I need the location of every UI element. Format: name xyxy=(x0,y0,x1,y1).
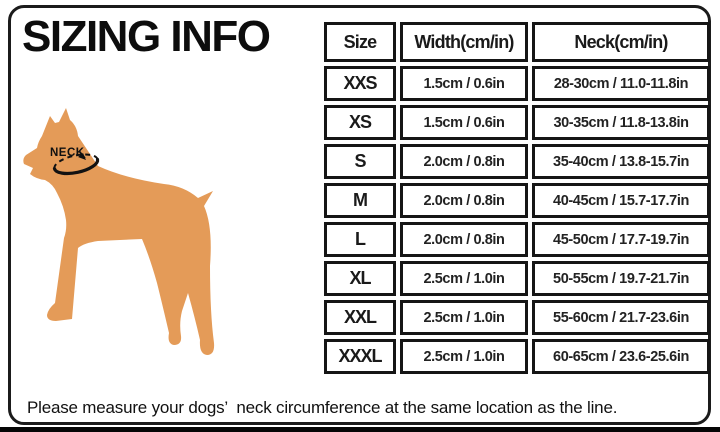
size-cell: S xyxy=(324,144,396,179)
width-cell: 2.5cm / 1.0in xyxy=(400,300,528,335)
width-cell: 2.5cm / 1.0in xyxy=(400,261,528,296)
neck-line-solid-arc xyxy=(52,157,100,176)
neck-cell: 40-45cm / 15.7-17.7in xyxy=(532,183,710,218)
size-cell: XXL xyxy=(324,300,396,335)
bottom-edge-strip xyxy=(0,427,720,432)
size-cell: XXXL xyxy=(324,339,396,374)
width-cell: 1.5cm / 0.6in xyxy=(400,66,528,101)
column-header-size: Size xyxy=(324,22,396,62)
dog-silhouette-illustration: NECK xyxy=(23,108,215,355)
width-cell: 2.0cm / 0.8in xyxy=(400,183,528,218)
page-title: SIZING INFO xyxy=(22,12,271,61)
size-cell: M xyxy=(324,183,396,218)
size-cell: XL xyxy=(324,261,396,296)
width-cell: 2.0cm / 0.8in xyxy=(400,222,528,257)
dog-body xyxy=(23,108,215,355)
dog-diagram: NECK xyxy=(14,98,238,366)
table-row: XXL 2.5cm / 1.0in 55-60cm / 21.7-23.6in xyxy=(324,300,710,335)
neck-arrow-head xyxy=(78,153,86,160)
neck-label: NECK xyxy=(50,147,85,159)
neck-measurement-line xyxy=(52,153,100,176)
column-header-width: Width(cm/in) xyxy=(400,22,528,62)
neck-line-dashed-arc xyxy=(53,153,99,169)
table-row: M 2.0cm / 0.8in 40-45cm / 15.7-17.7in xyxy=(324,183,710,218)
width-cell: 2.5cm / 1.0in xyxy=(400,339,528,374)
neck-cell: 28-30cm / 11.0-11.8in xyxy=(532,66,710,101)
table-row: XL 2.5cm / 1.0in 50-55cm / 19.7-21.7in xyxy=(324,261,710,296)
neck-cell: 60-65cm / 23.6-25.6in xyxy=(532,339,710,374)
neck-cell: 35-40cm / 13.8-15.7in xyxy=(532,144,710,179)
neck-cell: 55-60cm / 21.7-23.6in xyxy=(532,300,710,335)
neck-cell: 30-35cm / 11.8-13.8in xyxy=(532,105,710,140)
size-cell: L xyxy=(324,222,396,257)
size-cell: XS xyxy=(324,105,396,140)
neck-cell: 45-50cm / 17.7-19.7in xyxy=(532,222,710,257)
table-row: XXXL 2.5cm / 1.0in 60-65cm / 23.6-25.6in xyxy=(324,339,710,374)
width-cell: 1.5cm / 0.6in xyxy=(400,105,528,140)
table-row: L 2.0cm / 0.8in 45-50cm / 17.7-19.7in xyxy=(324,222,710,257)
width-cell: 2.0cm / 0.8in xyxy=(400,144,528,179)
table-row: S 2.0cm / 0.8in 35-40cm / 13.8-15.7in xyxy=(324,144,710,179)
table-row: XS 1.5cm / 0.6in 30-35cm / 11.8-13.8in xyxy=(324,105,710,140)
table-row: XXS 1.5cm / 0.6in 28-30cm / 11.0-11.8in xyxy=(324,66,710,101)
size-cell: XXS xyxy=(324,66,396,101)
neck-cell: 50-55cm / 19.7-21.7in xyxy=(532,261,710,296)
column-header-neck: Neck(cm/in) xyxy=(532,22,710,62)
table-header-row: Size Width(cm/in) Neck(cm/in) xyxy=(324,22,710,62)
sizing-table: Size Width(cm/in) Neck(cm/in) XXS 1.5cm … xyxy=(320,18,714,378)
measurement-note: Please measure your dogs’ neck circumfer… xyxy=(27,398,618,417)
